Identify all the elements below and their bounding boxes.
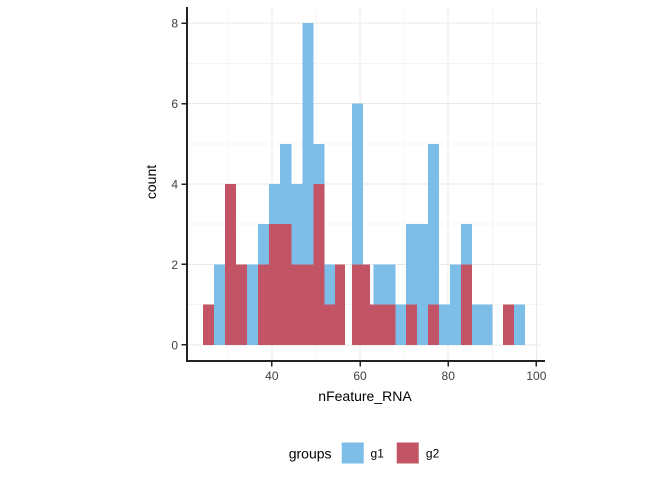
histogram-bar-g2 [352,264,364,345]
y-tick-label: 8 [171,17,178,31]
histogram-bar-g2 [502,304,514,345]
histogram-bar-g1 [427,143,439,345]
histogram-bar-g2 [334,264,346,345]
histogram-bar-g1 [214,264,226,345]
histogram-bar-g2 [236,264,248,345]
legend-entry-g1: g1 [341,442,384,464]
histogram-bar-g1 [247,264,259,345]
histogram-bar-g2 [203,304,215,345]
histogram-bar-g2 [405,304,417,345]
legend-label-g2: g2 [425,446,440,460]
histogram-bar-g1 [352,103,364,345]
histogram-bar-g1 [416,224,428,345]
histogram-bar-g2 [363,264,371,345]
legend-entry-g2: g2 [396,442,440,464]
y-tick-label: 6 [171,97,178,111]
x-tick-label: 100 [526,369,546,383]
y-tick-label: 4 [171,178,178,192]
histogram-bar-g2 [373,304,385,345]
histogram-bar-g2 [258,264,270,345]
x-tick-label: 80 [442,369,456,383]
histogram-bar-g1 [291,184,303,345]
legend-entries: g1 g2 [341,442,440,464]
y-tick-label: 0 [171,338,178,352]
histogram-bar-g2 [291,264,303,345]
histogram-bar-g1 [472,304,483,345]
histogram-bar-g1 [482,304,493,345]
histogram-bar-g2 [269,224,281,345]
histogram-bar-g2 [302,264,314,345]
histogram-bar-g1 [302,23,314,345]
x-tick-label: 60 [353,369,367,383]
x-axis-title: nFeature_RNA [318,388,412,404]
y-tick-label: 2 [171,258,178,272]
y-axis-title: count [143,164,159,200]
histogram-bar-g2 [370,304,374,345]
legend-label-g1: g1 [370,446,384,460]
histogram-bar-g2 [460,264,473,345]
legend-title: groups [288,445,332,461]
legend-key-g2 [396,442,419,464]
histogram-bar-g2 [324,304,335,345]
histogram-bar-g2 [280,224,292,345]
histogram-bar-g2 [313,184,325,345]
histogram-bar-g1 [438,304,450,345]
histogram-bar-g2 [384,304,396,345]
x-tick-label: 40 [265,369,279,383]
legend: groups g1 g2 [288,442,440,464]
histogram-bar-g1 [395,304,406,345]
histogram-bar-g1 [449,264,461,345]
histogram-bar-g1 [513,304,525,345]
legend-key-g1 [341,442,364,464]
histogram-bar-g1 [405,224,417,345]
histogram-bar-g2 [427,304,439,345]
histogram-bar-g2 [225,184,237,345]
